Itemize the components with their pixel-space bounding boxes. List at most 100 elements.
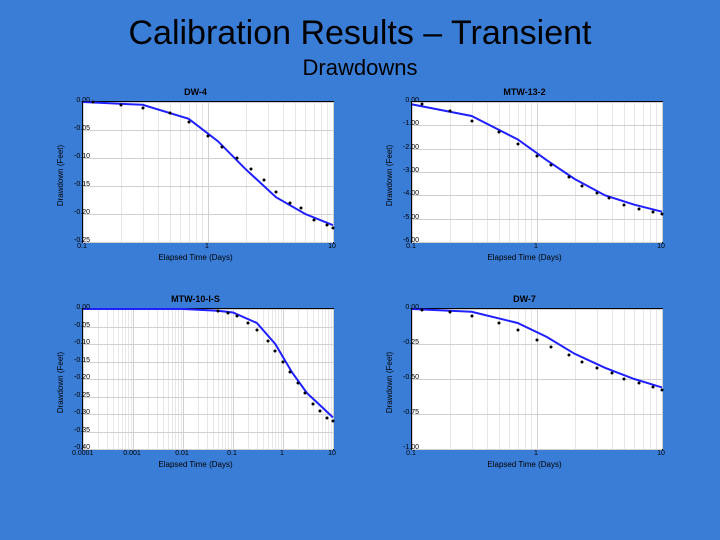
data-point	[304, 392, 307, 395]
data-point	[312, 218, 315, 221]
data-point	[91, 101, 94, 104]
y-axis-label: Drawdown (Feet)	[56, 352, 65, 413]
data-point	[332, 420, 335, 423]
data-point	[325, 416, 328, 419]
plot-area	[82, 101, 334, 243]
data-point	[227, 311, 230, 314]
data-point	[216, 309, 219, 312]
y-tick: -0.10	[74, 153, 90, 160]
data-point	[235, 157, 238, 160]
data-point	[119, 103, 122, 106]
data-point	[420, 103, 423, 106]
chart-MTW-10-I-S: MTW-10-I-S0.00-0.05-0.10-0.15-0.20-0.25-…	[40, 294, 351, 493]
x-tick: 0.0001	[72, 450, 92, 457]
y-tick: -0.10	[74, 339, 90, 346]
x-tick: 10	[651, 450, 671, 457]
y-tick: -0.20	[74, 374, 90, 381]
data-point	[595, 192, 598, 195]
x-axis-label: Elapsed Time (Days)	[40, 460, 351, 469]
data-point	[312, 402, 315, 405]
x-tick: 0.1	[401, 450, 421, 457]
y-axis-label: Drawdown (Feet)	[385, 145, 394, 206]
data-point	[319, 409, 322, 412]
data-point	[187, 120, 190, 123]
data-point	[275, 190, 278, 193]
y-tick: -0.25	[403, 339, 419, 346]
data-point	[623, 203, 626, 206]
data-point	[326, 224, 329, 227]
data-point	[581, 361, 584, 364]
x-tick: 0.1	[72, 243, 92, 250]
y-tick: 0.00	[76, 97, 90, 104]
x-axis-label: Elapsed Time (Days)	[369, 460, 680, 469]
y-tick: -0.50	[403, 374, 419, 381]
y-tick: -0.15	[74, 181, 90, 188]
data-point	[498, 322, 501, 325]
data-point	[141, 106, 144, 109]
x-axis-label: Elapsed Time (Days)	[369, 253, 680, 262]
y-tick: -0.75	[403, 409, 419, 416]
x-tick: 0.1	[222, 450, 242, 457]
model-line	[412, 309, 662, 387]
x-tick: 0.001	[122, 450, 142, 457]
plot-area	[82, 308, 334, 450]
x-tick: 1	[272, 450, 292, 457]
data-point	[274, 350, 277, 353]
y-tick: -4.00	[403, 190, 419, 197]
chart-DW-4: DW-40.00-0.05-0.10-0.15-0.20-0.250.1110E…	[40, 87, 351, 286]
x-tick: 10	[322, 243, 342, 250]
data-point	[235, 315, 238, 318]
model-line	[83, 102, 333, 225]
data-point	[567, 354, 570, 357]
data-point	[652, 210, 655, 213]
x-tick: 10	[322, 450, 342, 457]
data-point	[299, 207, 302, 210]
data-point	[516, 329, 519, 332]
chart-title: DW-4	[40, 87, 351, 97]
data-point	[249, 168, 252, 171]
data-point	[536, 154, 539, 157]
model-line	[83, 309, 333, 418]
x-tick: 1	[197, 243, 217, 250]
data-point	[661, 213, 664, 216]
data-point	[207, 134, 210, 137]
y-tick: -2.00	[403, 144, 419, 151]
data-point	[255, 329, 258, 332]
y-tick: -0.20	[74, 209, 90, 216]
chart-DW-7: DW-70.00-0.25-0.50-0.75-1.000.1110Elapse…	[369, 294, 680, 493]
page-title: Calibration Results – Transient	[0, 0, 720, 53]
data-point	[550, 345, 553, 348]
data-point	[498, 131, 501, 134]
y-tick: -0.15	[74, 357, 90, 364]
data-point	[536, 338, 539, 341]
data-point	[448, 310, 451, 313]
x-axis-label: Elapsed Time (Days)	[40, 253, 351, 262]
chart-title: MTW-13-2	[369, 87, 680, 97]
data-point	[608, 196, 611, 199]
data-point	[420, 308, 423, 311]
x-tick: 0.01	[172, 450, 192, 457]
data-point	[288, 201, 291, 204]
y-axis-label: Drawdown (Feet)	[385, 352, 394, 413]
data-point	[581, 185, 584, 188]
data-point	[470, 315, 473, 318]
chart-title: DW-7	[369, 294, 680, 304]
y-tick: -3.00	[403, 167, 419, 174]
y-tick: -0.05	[74, 125, 90, 132]
x-tick: 1	[526, 243, 546, 250]
data-point	[611, 372, 614, 375]
data-point	[289, 371, 292, 374]
y-tick: -0.05	[74, 322, 90, 329]
data-point	[297, 381, 300, 384]
y-tick: 0.00	[405, 304, 419, 311]
data-point	[266, 339, 269, 342]
chart-MTW-13-2: MTW-13-20.00-1.00-2.00-3.00-4.00-5.00-6.…	[369, 87, 680, 286]
page-subtitle: Drawdowns	[0, 55, 720, 81]
data-point	[623, 378, 626, 381]
y-tick: -5.00	[403, 214, 419, 221]
data-point	[169, 112, 172, 115]
plot-area	[411, 308, 663, 450]
data-point	[247, 322, 250, 325]
data-point	[567, 175, 570, 178]
x-tick: 1	[526, 450, 546, 457]
